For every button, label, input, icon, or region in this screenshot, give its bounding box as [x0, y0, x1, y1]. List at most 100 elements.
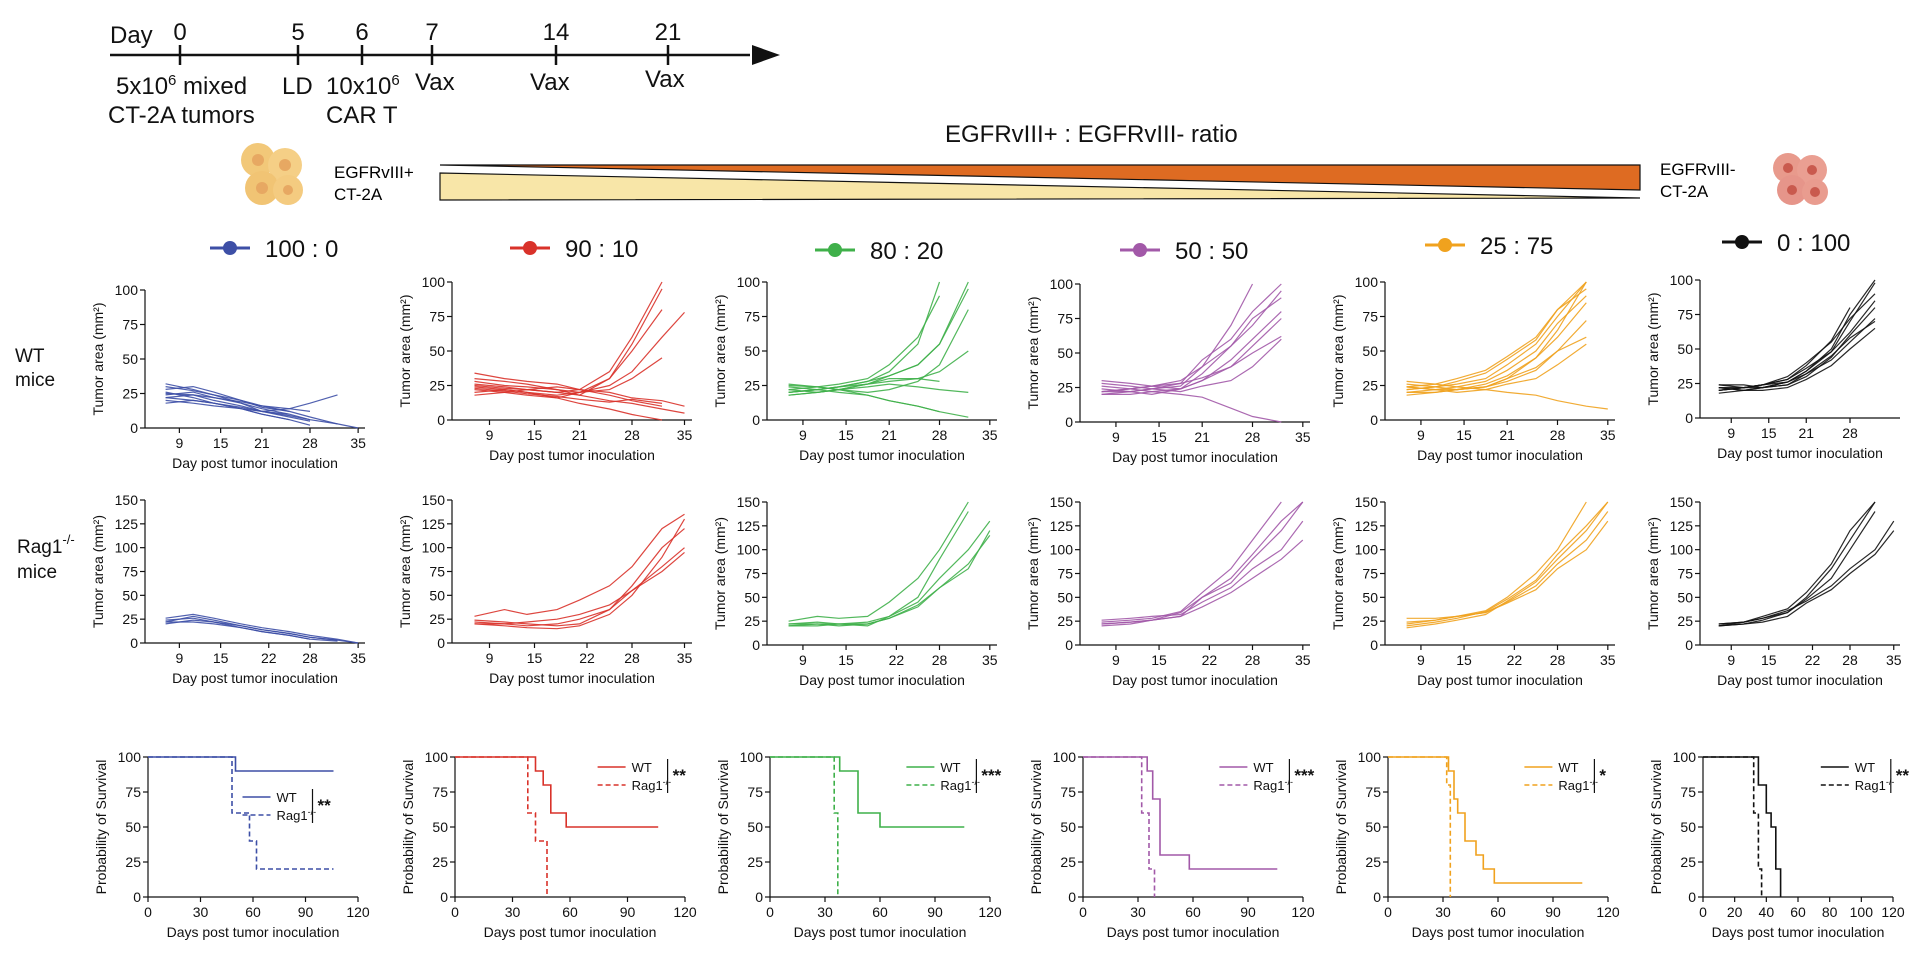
- survival-rag-line: [148, 756, 334, 870]
- tumor-growth-wt-panel: 0 25 50 75 100 9 15 21 28 35 Day post tumor inocul…: [1330, 274, 1616, 463]
- tumor-growth-line: [1406, 288, 1587, 388]
- legend-rag-base: Rag1: [1253, 778, 1284, 793]
- y-tick-label: 100: [118, 749, 142, 765]
- tumor-growth-rag-panel: 0 25 50 75 100 125 150 9 15 22 28 35 Day post tumor …: [397, 492, 692, 686]
- x-tick-label: 9: [486, 650, 494, 666]
- tumor-growth-line: [1718, 320, 1876, 394]
- x-tick-label: 22: [889, 652, 905, 668]
- x-tick-label: 30: [1130, 904, 1146, 920]
- y-tick-label: 50: [122, 587, 138, 603]
- y-axis-label: Tumor area (mm²): [712, 517, 728, 630]
- tumor-growth-line: [1718, 307, 1876, 389]
- x-tick-label: 15: [1151, 429, 1167, 445]
- y-tick-label: 150: [1050, 494, 1074, 510]
- y-axis-label: Tumor area (mm²): [712, 294, 728, 407]
- x-tick-label: 15: [527, 650, 543, 666]
- y-tick-label: 150: [1355, 494, 1379, 510]
- x-tick-label: 15: [1456, 427, 1472, 443]
- timeline-dose1: 5x106 mixed: [116, 72, 247, 100]
- x-tick-label: 30: [193, 904, 209, 920]
- y-tick-label: 75: [1680, 784, 1696, 800]
- tumor-growth-line: [1101, 283, 1254, 393]
- x-tick-label: 9: [1112, 652, 1120, 668]
- y-tick-label: 25: [1362, 613, 1378, 629]
- x-tick-label: 120: [978, 904, 1002, 920]
- y-tick-label: 100: [737, 542, 761, 558]
- x-tick-label: 28: [624, 427, 640, 443]
- y-tick-label: 25: [429, 378, 445, 394]
- egfr-positive-cells-icon: [241, 143, 303, 205]
- timeline-ld: LD: [282, 73, 313, 100]
- x-tick-label: 9: [486, 427, 494, 443]
- y-tick-label: 50: [744, 343, 760, 359]
- y-tick-label: 125: [737, 518, 761, 534]
- tumor-growth-line: [1101, 283, 1282, 395]
- y-tick-label: 0: [1068, 889, 1076, 905]
- tumor-growth-line: [788, 378, 940, 396]
- tumor-growth-line: [1406, 511, 1609, 623]
- legend-label: 100 : 0: [265, 236, 338, 263]
- timeline-day-label: Day: [110, 22, 153, 49]
- tumor-growth-wt-row: 0 25 50 75 100 9 15 21 28 35 Day post tumor inocul…: [90, 272, 1900, 471]
- y-tick-label: 25: [432, 854, 448, 870]
- legend-rag-base: Rag1: [277, 808, 308, 823]
- y-tick-label: 50: [432, 819, 448, 835]
- y-tick-label: 0: [130, 635, 138, 651]
- y-tick-label: 25: [1677, 613, 1693, 629]
- legend-label: 90 : 10: [565, 236, 638, 263]
- significance-label: **: [318, 796, 332, 815]
- x-axis-label: Day post tumor inoculation: [799, 672, 965, 688]
- x-axis-label: Day post tumor inoculation: [489, 447, 655, 463]
- legend-rag-base: Rag1: [1855, 778, 1886, 793]
- tumor-growth-line: [1101, 501, 1282, 623]
- tumor-growth-line: [1406, 501, 1609, 629]
- survival-row: 0 25 50 75 100 0 30 60 90 120 Days post tumor inoc…: [93, 749, 1909, 940]
- legend-marker: [1133, 243, 1147, 257]
- timeline-arrow-icon: [752, 45, 780, 65]
- survival-wt-line: [455, 756, 659, 828]
- tumor-growth-line: [1718, 501, 1876, 627]
- y-tick-label: 75: [429, 564, 445, 580]
- x-tick-label: 21: [254, 435, 270, 451]
- y-tick-label: 100: [1050, 276, 1074, 292]
- legend-rag-label: Rag1-/-: [632, 777, 672, 793]
- survival-wt-line: [148, 756, 334, 772]
- y-tick-label: 50: [122, 351, 138, 367]
- survival-rag-line: [1703, 756, 1763, 897]
- y-tick-label: 25: [122, 386, 138, 402]
- tumor-growth-line: [1101, 290, 1282, 396]
- y-tick-label: 75: [1362, 566, 1378, 582]
- x-tick-label: 60: [245, 904, 261, 920]
- tumor-growth-line: [1101, 539, 1304, 625]
- y-axis-label: Tumor area (mm²): [1025, 517, 1041, 630]
- y-axis-label: Tumor area (mm²): [1645, 517, 1661, 630]
- y-axis-label: Tumor area (mm²): [90, 302, 106, 415]
- y-tick-label: 100: [115, 540, 139, 556]
- survival-rag-line: [770, 756, 839, 897]
- legend-marker: [1735, 235, 1749, 249]
- timeline-dose2-line2: CAR T: [326, 102, 398, 129]
- x-tick-label: 15: [1151, 652, 1167, 668]
- y-tick-label: 0: [130, 420, 138, 436]
- ratio-right-label-1: EGFRvIII-: [1660, 160, 1736, 179]
- tumor-growth-line: [1101, 338, 1282, 393]
- y-tick-label: 50: [429, 343, 445, 359]
- y-tick-label: 50: [1060, 819, 1076, 835]
- legend-rag-base: Rag1: [632, 778, 663, 793]
- x-axis-label: Days post tumor inoculation: [794, 924, 967, 940]
- tumor-growth-line: [1101, 501, 1304, 627]
- survival-rag-line: [1083, 756, 1156, 897]
- x-tick-label: 60: [872, 904, 888, 920]
- x-axis-label: Day post tumor inoculation: [799, 447, 965, 463]
- legend-rag-label: Rag1-/-: [1855, 777, 1895, 793]
- tumor-growth-line: [474, 311, 685, 394]
- survival-panel: 0 25 50 75 100 0 30 60 90 120 Days post tumor inoc…: [400, 749, 697, 940]
- y-tick-label: 50: [1362, 589, 1378, 605]
- x-axis-label: Days post tumor inoculation: [484, 924, 657, 940]
- legend-wt-label: WT: [632, 760, 652, 775]
- y-tick-label: 50: [429, 587, 445, 603]
- tumor-growth-line: [1406, 320, 1587, 391]
- x-tick-label: 15: [1456, 652, 1472, 668]
- x-tick-label: 28: [1550, 427, 1566, 443]
- x-tick-label: 15: [527, 427, 543, 443]
